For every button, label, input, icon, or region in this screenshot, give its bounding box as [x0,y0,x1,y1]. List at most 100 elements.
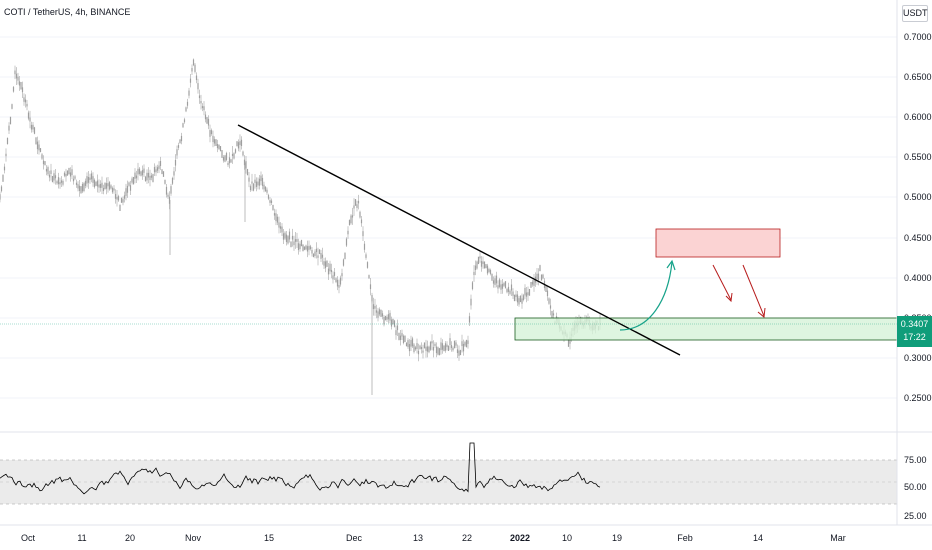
candle-body [171,178,174,184]
time-axis[interactable]: Oct 11 20 Nov 15 Dec 13 22 2022 10 19 Fe… [21,533,846,543]
candle-body [132,176,135,185]
candle-body [228,157,231,164]
candle-body [30,124,33,130]
candle-body [362,231,364,237]
candle-body [365,254,367,258]
candle-body [471,282,474,290]
down-arrow-2[interactable] [742,264,765,317]
candle-body [372,304,375,310]
candle-body [243,159,246,166]
candle-body [420,346,423,350]
candle-body [369,284,372,290]
candle-body [165,186,168,195]
candle-body [456,349,459,354]
candle-body [221,150,223,158]
candle-body [102,187,105,192]
candle-body [300,239,303,247]
candle-body [251,181,253,184]
candle-body [347,230,349,235]
candle-body [527,292,529,296]
currency-button[interactable]: USDT [902,5,928,22]
candle-body [120,197,123,203]
rsi-axis[interactable]: 75.00 50.00 25.00 [904,455,927,521]
down-arrow-1-head [725,292,733,303]
candle-body [89,177,91,181]
candle-body [204,114,207,120]
candle-body [8,125,10,131]
candle-body [42,160,45,165]
candle-body [537,273,540,281]
candle-body [288,231,291,240]
candle-body [191,67,193,72]
candle-body [281,226,283,233]
candle-body [92,176,94,183]
candle-body [500,284,502,290]
target-zone-box[interactable] [655,228,781,258]
price-axis[interactable]: 0.7000 0.6500 0.6000 0.5500 0.5000 0.450… [904,32,932,403]
candle-body [431,341,433,344]
candle-body [276,216,279,223]
candle-body [227,162,229,166]
candle-body [131,178,133,183]
candle-body [21,87,24,93]
candle-body [153,167,156,173]
support-zone-box[interactable] [514,317,898,341]
candle-body [6,137,9,145]
candle-body [549,305,552,309]
descending-trendline[interactable] [237,124,681,356]
price-tick: 0.4500 [904,233,932,243]
time-label: 20 [125,533,135,543]
candle-body [182,123,184,128]
candle-body [270,200,273,204]
time-label: 15 [264,533,274,543]
time-label: 22 [462,533,472,543]
candle-body [312,253,315,257]
candle-body [339,277,342,285]
candle-body [149,175,151,181]
candle-body [173,171,175,176]
candle-body [248,177,250,182]
candle-body [128,182,130,186]
candle-body [513,294,516,302]
candle-body [68,167,70,175]
candle-body [404,335,406,343]
rsi-tick: 25.00 [904,511,927,521]
time-label: Oct [21,533,36,543]
time-label: 11 [77,533,86,543]
candle-body [299,243,301,250]
breakout-arrow-head [666,259,676,271]
down-arrow-1[interactable] [712,264,732,301]
candle-body [23,97,25,102]
rsi-line [0,442,601,495]
candle-body [252,183,255,191]
candle-body [539,265,541,272]
breakout-arrow[interactable] [619,261,673,331]
candle-body [51,175,54,183]
candle-body [80,186,82,194]
candle-body [428,346,430,353]
candle-body [351,215,354,218]
candle-body [210,130,213,134]
candle-body [83,183,85,191]
candle-body [113,188,115,191]
candle-body [335,278,337,283]
candle-body [114,194,117,199]
candle-body [206,117,208,124]
candle-body [111,187,114,193]
candle-body [249,186,252,191]
candle-body [464,342,466,346]
candle-body [296,239,298,242]
candle-body [426,346,429,352]
candle-body [416,343,418,349]
candle-body [441,343,444,350]
candle-body [146,172,148,181]
candle-body [275,213,277,222]
candle-body [450,345,453,349]
candle-body [413,344,415,353]
candle-body [119,204,121,211]
candle-body [279,226,282,229]
candle-body [287,236,289,244]
candle-body [162,171,165,177]
candle-body [399,335,402,340]
